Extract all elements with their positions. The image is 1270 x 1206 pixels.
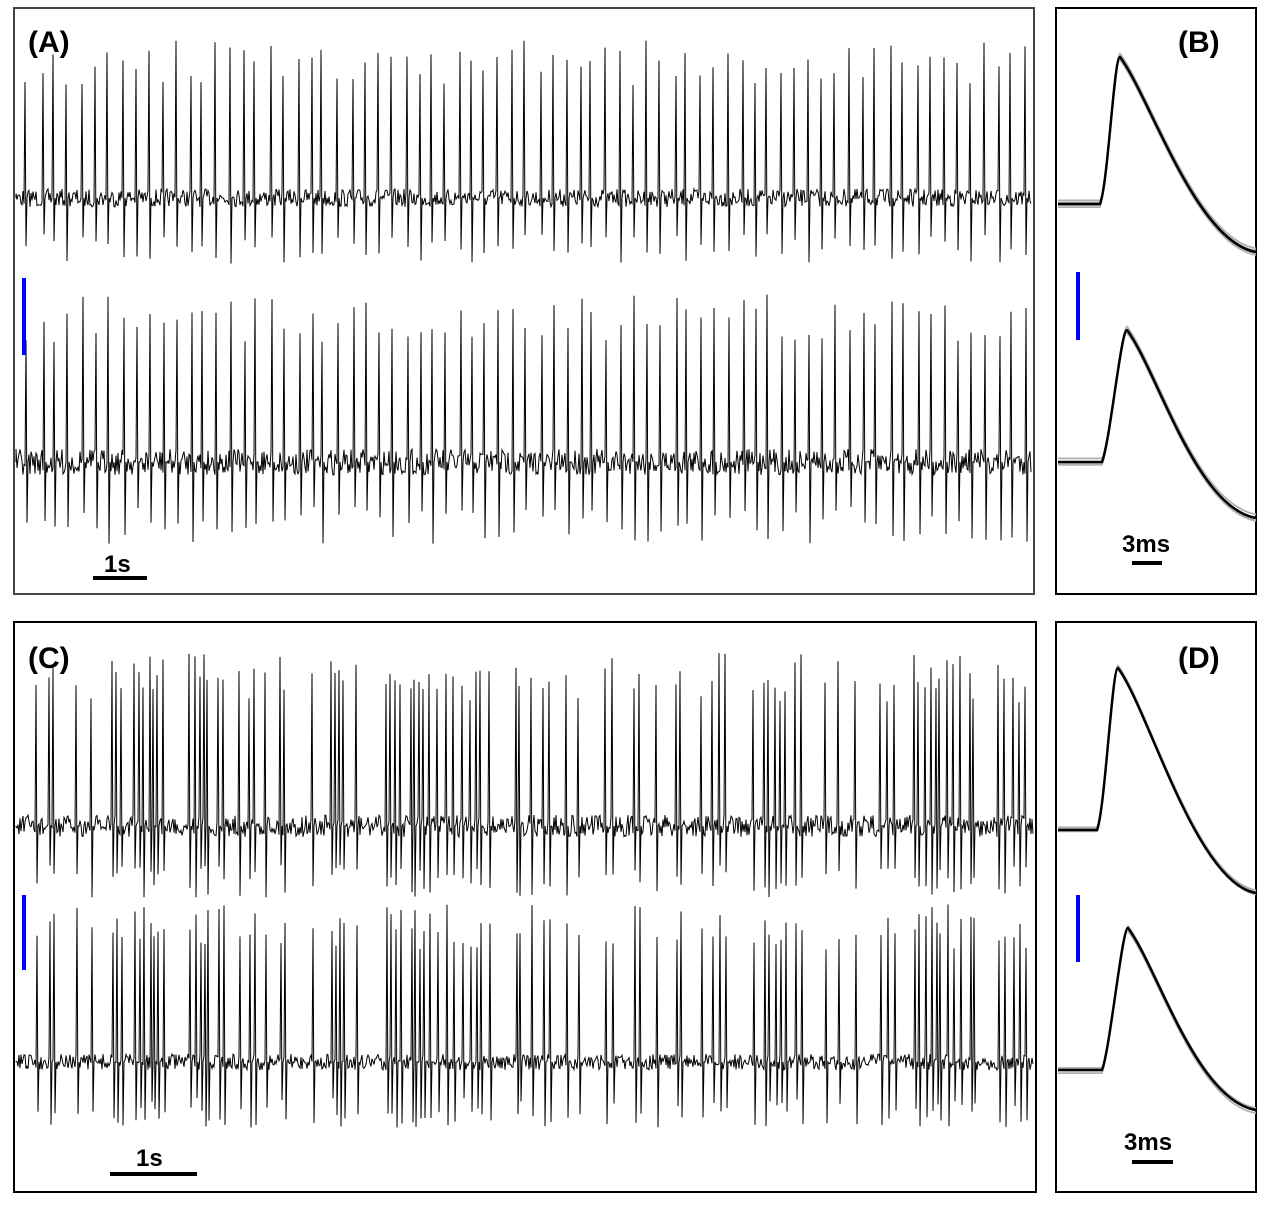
panel-d-waveform-2: [1058, 930, 1257, 1114]
panel-b-waveform-2: [1058, 326, 1257, 516]
panel-b-waveform-2: [1058, 330, 1257, 520]
panel-b-waveform-1: [1058, 56, 1257, 253]
panel-b-waveform-2: [1058, 325, 1257, 515]
panel-d-waveform-1: [1058, 666, 1257, 895]
panel-c-label: (C): [28, 642, 70, 675]
panel-d-waveform-2: [1058, 925, 1257, 1109]
panel-d-waveform-1: [1058, 664, 1257, 891]
panel-b-waveform-1: [1058, 54, 1257, 252]
panel-b-waveform-1: [1058, 56, 1257, 254]
panel-b-waveform-2: [1058, 331, 1257, 521]
panel-d-frame: [1055, 621, 1257, 1193]
panel-d-waveform-1: [1058, 664, 1257, 892]
panel-d-time-scale-label: 3ms: [1124, 1129, 1172, 1156]
panel-b-waveform-1: [1058, 52, 1257, 249]
panel-d-waveform-2: [1058, 928, 1257, 1112]
panel-d-waveform-1: [1058, 666, 1257, 893]
panel-b-waveform-2: [1058, 330, 1257, 520]
panel-d-waveform-1: [1058, 668, 1257, 895]
panel-b-waveform-2: [1058, 328, 1257, 520]
panel-b-waveform-2: [1058, 331, 1257, 522]
panel-b-waveform-1: [1058, 55, 1257, 252]
panel-b-waveform-2: [1058, 332, 1257, 522]
panel-d-waveform-2: [1058, 926, 1257, 1111]
panel-b-waveform-2: [1058, 325, 1257, 516]
panel-b-label: (B): [1178, 26, 1220, 59]
panel-a-label: (A): [28, 26, 70, 59]
panel-d-waveform-2: [1058, 930, 1257, 1114]
panel-d-waveform-1: [1058, 664, 1257, 892]
panel-d-waveform-1: [1058, 666, 1257, 893]
panel-b-time-scale-label: 3ms: [1122, 531, 1170, 558]
panel-d-waveform-2: [1058, 926, 1257, 1110]
panel-b-waveform-2: [1058, 332, 1257, 522]
panel-d-waveform-1: [1058, 665, 1257, 893]
panel-b-waveform-2: [1058, 325, 1257, 515]
panel-b-waveform-1: [1058, 55, 1257, 252]
panel-a-frame: [13, 7, 1035, 595]
panel-d-waveform-1: [1058, 666, 1257, 893]
panel-d-label: (D): [1178, 642, 1220, 675]
panel-d-waveform-2: [1058, 925, 1257, 1109]
panel-c-trace-1: [15, 653, 1034, 898]
panel-d-waveform-2: [1058, 927, 1257, 1112]
panel-b-waveform-1: [1058, 58, 1257, 255]
panel-c-trace-2: [15, 904, 1034, 1128]
panel-a-time-scale-label: 1s: [104, 551, 131, 578]
panel-d-waveform-1: [1058, 666, 1257, 893]
panel-b-waveform-1: [1058, 59, 1257, 256]
panel-b-waveform-1: [1058, 55, 1257, 254]
panel-b-frame: [1055, 7, 1257, 595]
panel-b-waveform-1: [1058, 58, 1257, 255]
panel-d-waveform-2: [1058, 926, 1257, 1112]
panel-d-waveform-1: [1058, 669, 1257, 896]
panel-d-waveform-2: [1058, 926, 1257, 1110]
panel-a-trace-2: [15, 294, 1032, 544]
panel-d-waveform-2: [1058, 930, 1257, 1114]
panel-c-time-scale-label: 1s: [136, 1145, 163, 1172]
panel-b-waveform-1: [1058, 53, 1257, 250]
panel-a-trace-1: [15, 40, 1032, 264]
panel-c-frame: [13, 621, 1037, 1193]
